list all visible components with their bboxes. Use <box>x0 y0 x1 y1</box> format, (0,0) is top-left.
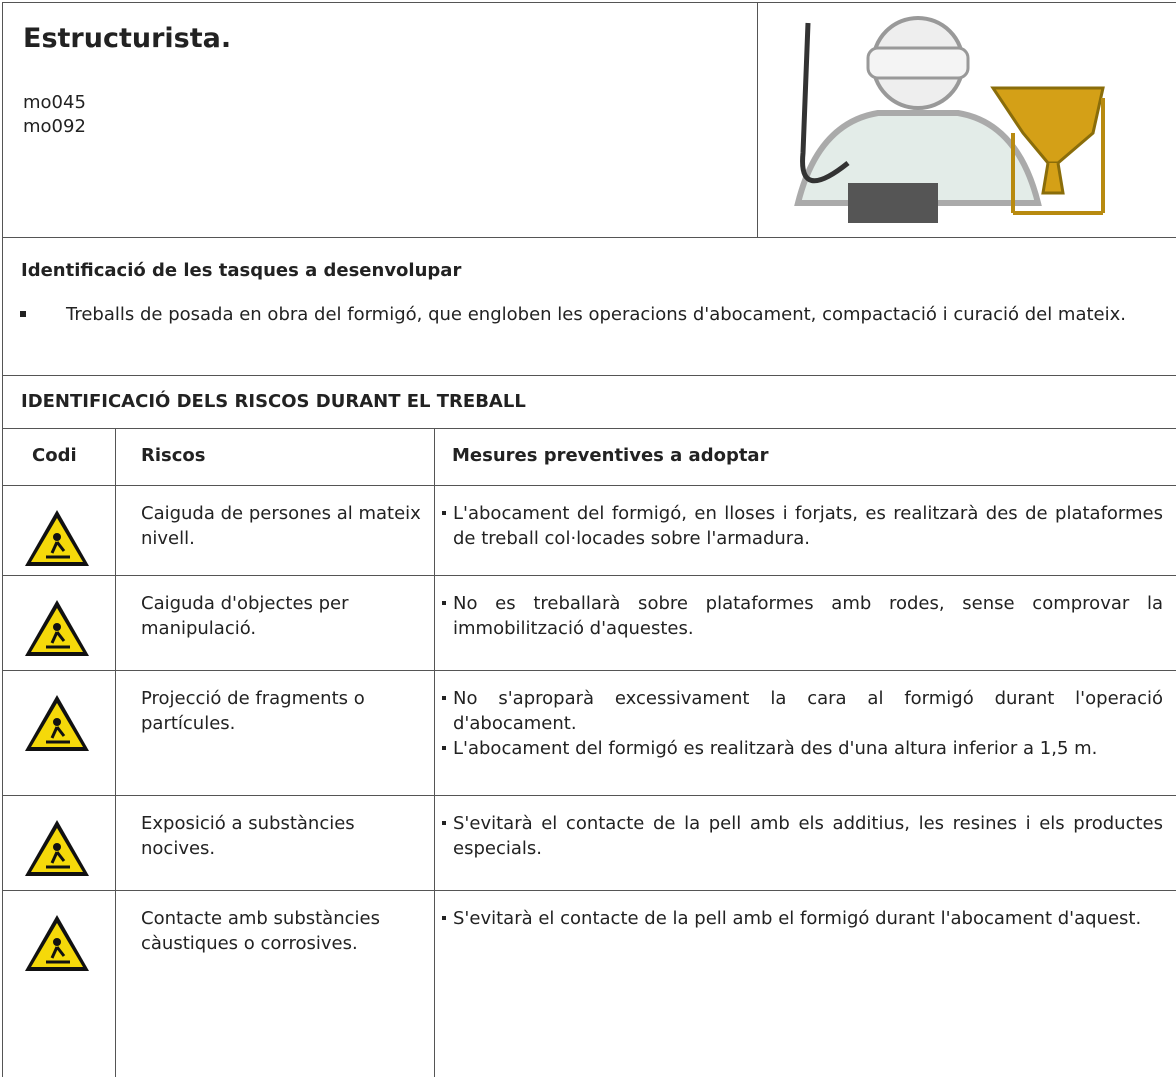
task-item: Treballs de posada en obra del formigó, … <box>66 304 1127 325</box>
illustration <box>794 16 1105 223</box>
header-title: Estructurista. <box>23 23 232 54</box>
measures: S'evitarà el contacte de la pell amb el … <box>442 906 1163 931</box>
risk-text: Caiguda de persones al mateix nivell. <box>141 503 421 549</box>
code: mo045 <box>23 92 86 113</box>
warning-icon <box>25 600 89 656</box>
image-cell <box>757 2 1176 238</box>
measures: No s'aproparà excessivament la cara al f… <box>442 686 1163 761</box>
measure: L'abocament del formigó, en lloses i for… <box>442 503 1163 549</box>
codes: mo045 mo092 <box>23 91 86 139</box>
table-cell <box>434 890 1176 1077</box>
code: mo092 <box>23 116 86 137</box>
measure: S'evitarà el contacte de la pell amb els… <box>442 813 1163 859</box>
warning-icon <box>25 915 89 971</box>
risks-title: IDENTIFICACIÓ DELS RISCOS DURANT EL TREB… <box>21 391 526 412</box>
tasks-cell: Identificació de les tasques a desenvolu… <box>2 237 1176 376</box>
measure: S'evitarà el contacte de la pell amb el … <box>442 906 1163 931</box>
risks-title-cell: IDENTIFICACIÓ DELS RISCOS DURANT EL TREB… <box>2 375 1176 429</box>
risk-text: Projecció de fragments o partícules. <box>141 688 365 734</box>
measure: No s'aproparà excessivament la cara al f… <box>442 688 1163 734</box>
measures: No es treballarà sobre plataformes amb r… <box>442 591 1163 641</box>
risk-text: Contacte amb substàncies càustiques o co… <box>141 908 380 954</box>
risk-text: Caiguda d'objectes per manipulació. <box>141 593 349 639</box>
measures: L'abocament del formigó, en lloses i for… <box>442 501 1163 551</box>
column-header: Mesures preventives a adoptar <box>452 445 769 466</box>
tasks-title: Identificació de les tasques a desenvolu… <box>21 260 462 281</box>
warning-icon <box>25 510 89 566</box>
measures: S'evitarà el contacte de la pell amb els… <box>442 811 1163 861</box>
warning-icon <box>25 820 89 876</box>
measure: No es treballarà sobre plataformes amb r… <box>442 593 1163 639</box>
column-header: Codi <box>32 445 77 466</box>
risk-text: Exposició a substàncies nocives. <box>141 813 355 859</box>
measure: L'abocament del formigó es realitzarà de… <box>442 736 1163 761</box>
warning-icon <box>25 695 89 751</box>
column-header: Riscos <box>141 445 206 466</box>
